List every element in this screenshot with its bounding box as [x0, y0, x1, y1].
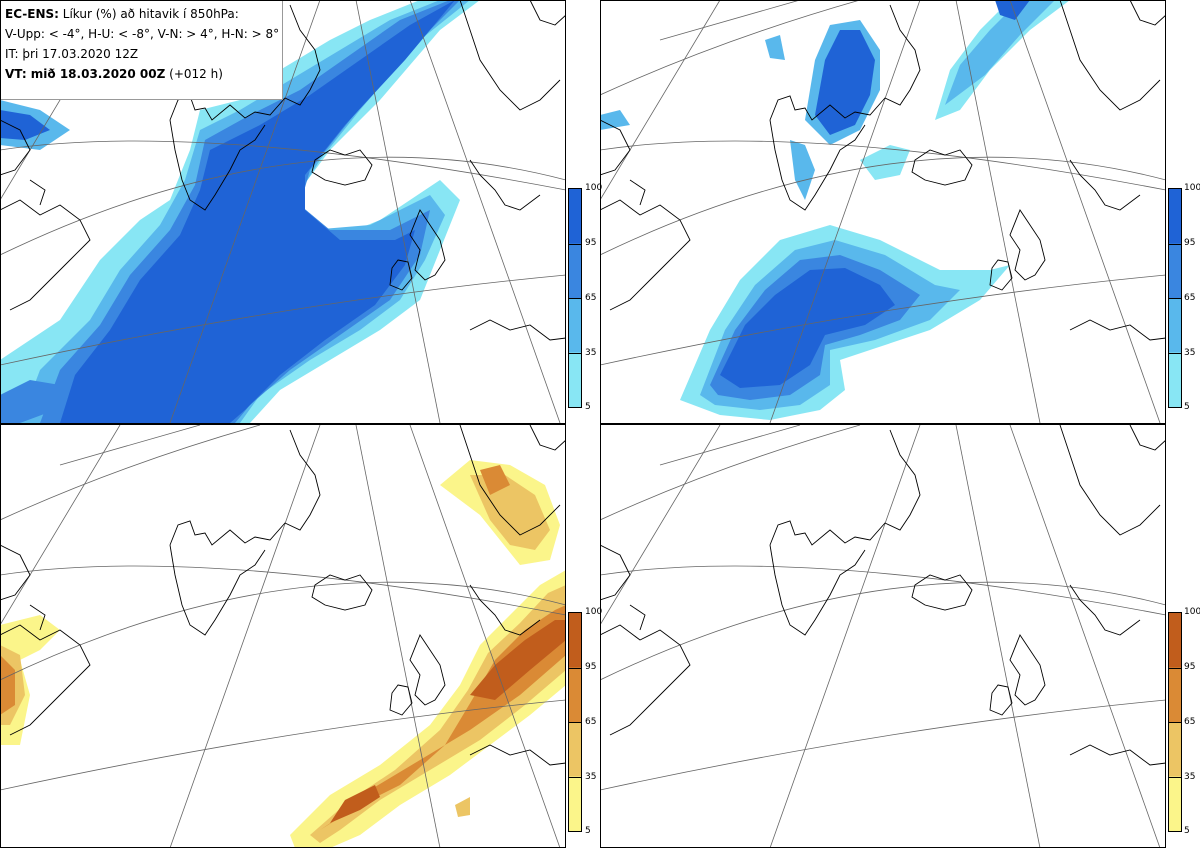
colorbar-band-divider	[569, 667, 581, 669]
probability-map-v-n	[0, 425, 566, 848]
cb-tick-65: 65	[1184, 293, 1196, 303]
valid-time: VT: mið 18.03.2020 00Z	[5, 67, 166, 81]
model-name: EC-ENS:	[5, 7, 59, 21]
issue-time: IT: þri 17.03.2020 12Z	[5, 47, 139, 61]
cb-tick-65: 65	[585, 293, 597, 303]
colorbar-band-divider	[1169, 352, 1181, 354]
probability-map-h-n	[600, 425, 1166, 848]
colorbar-warm-bottom-left	[568, 612, 582, 832]
cb-tick-35: 35	[585, 772, 597, 782]
cb-tick-35: 35	[1184, 772, 1196, 782]
colorbar-band-divider	[1169, 776, 1181, 778]
cb-tick-95: 95	[585, 238, 597, 248]
cb-tick-100: 100	[1184, 607, 1200, 617]
colorbar-cold-top-left	[568, 188, 582, 408]
colorbar-cold-top-right	[1168, 188, 1182, 408]
colorbar-warm-bottom-right	[1168, 612, 1182, 832]
colorbar-band-divider	[569, 352, 581, 354]
cb-tick-5: 5	[585, 402, 591, 412]
cb-tick-35: 35	[585, 348, 597, 358]
cb-tick-65: 65	[585, 717, 597, 727]
colorbar-band-divider	[569, 243, 581, 245]
colorbar-band-divider	[1169, 722, 1181, 723]
map-panel-v-upp: EC-ENS: Líkur (%) að hitavik í 850hPa: V…	[0, 0, 566, 423]
cb-tick-5: 5	[1184, 402, 1190, 412]
colorbar-band-divider	[569, 722, 581, 723]
map-panel-h-u	[600, 0, 1166, 423]
info-title-line: EC-ENS: Líkur (%) að hitavik í 850hPa:	[5, 4, 282, 24]
lead-time: (+012 h)	[169, 67, 223, 81]
cb-tick-100: 100	[585, 183, 603, 193]
cb-tick-95: 95	[1184, 662, 1196, 672]
info-box: EC-ENS: Líkur (%) að hitavik í 850hPa: V…	[0, 0, 283, 100]
threshold-line: V-Upp: < -4°, H-U: < -8°, V-N: > 4°, H-N…	[5, 27, 280, 41]
cb-tick-5: 5	[1184, 826, 1190, 836]
cb-tick-95: 95	[585, 662, 597, 672]
field-description: Líkur (%) að hitavik í 850hPa:	[62, 7, 239, 21]
cb-tick-95: 95	[1184, 238, 1196, 248]
cb-tick-100: 100	[585, 607, 603, 617]
cb-tick-35: 35	[1184, 348, 1196, 358]
colorbar-band-divider	[1169, 243, 1181, 245]
colorbar-band-divider	[569, 776, 581, 778]
map-panel-h-n	[600, 425, 1166, 848]
cb-tick-5: 5	[585, 826, 591, 836]
colorbar-band-divider	[569, 298, 581, 299]
probability-map-h-u	[600, 0, 1166, 423]
map-panel-v-n	[0, 425, 566, 848]
cb-tick-100: 100	[1184, 183, 1200, 193]
colorbar-band-divider	[1169, 667, 1181, 669]
probability-map-v-upp	[0, 0, 566, 423]
valid-time-line: VT: mið 18.03.2020 00Z (+012 h)	[5, 64, 282, 84]
colorbar-band-divider	[1169, 298, 1181, 299]
cb-tick-65: 65	[1184, 717, 1196, 727]
